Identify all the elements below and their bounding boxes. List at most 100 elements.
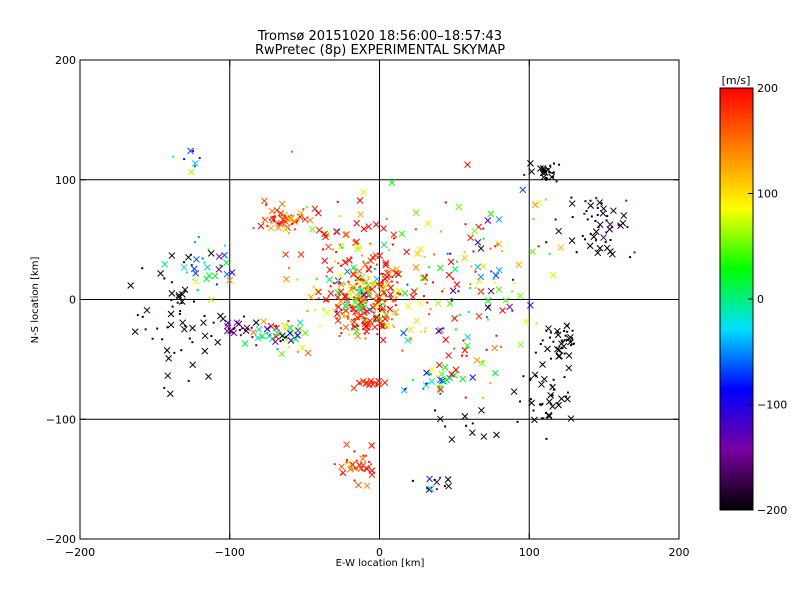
data-point-x xyxy=(443,376,451,384)
data-point-x xyxy=(211,272,219,280)
data-point-dot xyxy=(481,360,484,363)
data-point-dot xyxy=(381,279,384,282)
data-point-dot xyxy=(537,245,540,248)
data-point-dot xyxy=(391,324,394,327)
data-point-dot xyxy=(362,286,365,289)
data-point-dot xyxy=(629,256,632,259)
data-point-x xyxy=(368,471,376,479)
data-point-x xyxy=(436,376,444,384)
data-point-x xyxy=(477,273,485,281)
data-point-dot xyxy=(458,313,461,316)
data-point-dot xyxy=(382,310,385,313)
data-point-dot xyxy=(268,218,271,221)
data-point-dot xyxy=(378,316,381,319)
data-point-x xyxy=(214,338,222,346)
data-point-x xyxy=(311,205,319,213)
data-point-dot xyxy=(363,295,366,298)
data-point-x xyxy=(539,165,547,172)
data-point-dot xyxy=(391,276,394,279)
data-point-dot xyxy=(363,332,366,335)
data-point-x xyxy=(341,293,349,301)
data-point-dot xyxy=(571,216,574,219)
data-point-dot xyxy=(255,344,258,347)
data-point-dot xyxy=(464,223,467,226)
data-point-x xyxy=(333,228,341,236)
data-point-dot xyxy=(283,215,286,218)
data-point-dot xyxy=(286,336,289,339)
data-point-dot xyxy=(467,310,470,313)
data-point-x xyxy=(469,374,477,381)
x-axis: −200 −100 0 100 200 xyxy=(65,60,690,559)
data-point-x xyxy=(464,342,471,350)
data-point-dot xyxy=(546,168,549,171)
data-point-dot xyxy=(604,240,607,243)
data-point-dot xyxy=(357,325,360,328)
data-point-dot xyxy=(394,299,397,302)
data-point-dot xyxy=(523,173,526,176)
data-point-x xyxy=(527,302,534,309)
data-point-x xyxy=(425,486,433,493)
data-point-x xyxy=(192,269,200,277)
data-point-dot xyxy=(434,409,437,412)
data-point-dot xyxy=(144,328,147,331)
y-axis: −200 −100 0 100 200 xyxy=(46,54,679,546)
data-point-dot xyxy=(572,342,575,345)
data-point-dot xyxy=(548,252,551,255)
data-point-dot xyxy=(427,372,430,375)
data-point-x xyxy=(343,230,351,238)
data-point-dot xyxy=(356,297,359,300)
data-point-dot xyxy=(534,351,537,354)
data-point-dot xyxy=(374,282,377,285)
data-point-dot xyxy=(566,330,569,333)
data-point-x xyxy=(286,324,294,332)
y-tick-label: −200 xyxy=(46,533,76,546)
data-point-dot xyxy=(275,324,278,327)
data-point-x xyxy=(192,160,199,167)
data-point-dot xyxy=(197,236,200,239)
data-point-x xyxy=(555,346,563,354)
data-point-dot xyxy=(273,215,276,218)
data-point-x xyxy=(596,221,604,229)
data-point-x xyxy=(606,221,614,228)
data-point-dot xyxy=(433,253,436,256)
data-point-x xyxy=(451,315,458,322)
data-point-dot xyxy=(251,336,254,339)
data-point-dot xyxy=(555,180,558,183)
data-point-dot xyxy=(563,352,566,355)
data-point-x xyxy=(354,245,362,253)
data-point-dot xyxy=(493,282,496,285)
data-point-x xyxy=(304,349,312,357)
data-point-dot xyxy=(361,322,364,325)
data-point-dot xyxy=(541,339,544,342)
data-point-dot xyxy=(355,282,358,285)
data-point-x xyxy=(442,336,450,343)
data-point-dot xyxy=(369,322,372,325)
data-point-dot xyxy=(396,292,399,295)
data-point-x xyxy=(168,290,176,297)
data-point-x xyxy=(375,380,382,388)
data-point-dot xyxy=(479,290,482,293)
data-point-dot xyxy=(136,314,139,317)
data-point-dot xyxy=(532,217,535,220)
data-point-dot xyxy=(370,310,373,313)
data-point-dot xyxy=(452,277,455,280)
data-point-x xyxy=(277,209,285,217)
data-point-dot xyxy=(391,243,394,246)
data-point-dot xyxy=(340,264,343,267)
data-point-dot xyxy=(325,299,328,302)
data-point-dot xyxy=(566,391,569,394)
data-point-dot xyxy=(346,459,349,462)
data-point-x xyxy=(538,381,545,388)
data-point-x xyxy=(178,298,186,305)
data-point-dot xyxy=(551,176,554,179)
data-point-x xyxy=(369,254,377,261)
data-point-x xyxy=(321,230,328,238)
data-point-dot xyxy=(522,375,525,378)
data-point-x xyxy=(365,223,373,230)
data-point-x xyxy=(306,216,314,224)
data-point-x xyxy=(603,244,611,252)
data-point-x xyxy=(413,317,421,325)
data-point-dot xyxy=(474,270,477,273)
data-point-x xyxy=(359,377,367,385)
